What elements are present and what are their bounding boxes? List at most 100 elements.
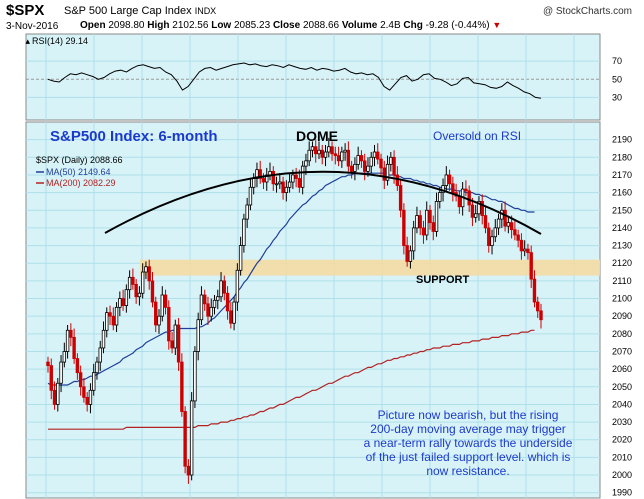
candle-body	[451, 183, 455, 194]
candle	[140, 263, 145, 299]
candle	[196, 312, 200, 361]
y-tick-label: 2120	[612, 258, 632, 268]
candle	[82, 377, 86, 403]
candle-body	[147, 266, 151, 282]
candle-body	[356, 155, 360, 165]
candle	[183, 406, 187, 474]
y-tick-label: 2060	[612, 364, 632, 374]
candle-body	[225, 292, 230, 312]
candle	[336, 146, 341, 167]
candle	[405, 236, 409, 267]
candle	[144, 261, 148, 280]
dome-arc	[104, 170, 542, 235]
candle-body	[98, 347, 102, 363]
candle	[320, 144, 324, 165]
candle-body	[464, 188, 468, 192]
candle-body	[477, 201, 481, 215]
rsi-tick-label: 50	[612, 74, 622, 84]
candle	[206, 296, 210, 326]
candle-body	[287, 181, 292, 188]
candle-body	[111, 315, 115, 326]
candle	[287, 173, 292, 193]
candle-body	[203, 294, 207, 305]
candle-body	[95, 361, 99, 374]
candle	[389, 152, 393, 172]
note-line-1: Picture now bearish, but the rising	[378, 408, 559, 422]
brand-label: @ StockCharts.com	[542, 6, 632, 17]
candle-body	[82, 386, 86, 398]
candle	[108, 305, 112, 326]
candle	[258, 160, 262, 184]
candle-body	[513, 229, 517, 236]
candle	[121, 289, 125, 311]
candle	[114, 302, 119, 333]
candle	[75, 353, 80, 380]
candle	[173, 319, 178, 356]
y-tick-label: 1990	[612, 488, 632, 498]
candle	[52, 381, 57, 410]
rsi-background	[25, 33, 601, 121]
candle	[88, 383, 93, 414]
y-tick-label: 2150	[612, 205, 632, 215]
note-line-5: now resistance.	[426, 464, 509, 478]
candle-body	[359, 155, 364, 162]
y-tick-label: 2110	[612, 276, 631, 286]
candle	[385, 155, 390, 186]
candle-body	[314, 146, 318, 155]
candle-body	[317, 149, 321, 155]
candle	[307, 141, 311, 167]
candle	[493, 219, 497, 243]
candle-body	[101, 329, 106, 349]
candle	[167, 300, 171, 350]
candle-body	[526, 248, 530, 254]
candle	[255, 162, 259, 188]
candle-body	[235, 269, 240, 303]
candle-body	[258, 169, 262, 179]
candle	[124, 284, 129, 313]
price-panel: 1990 2000 2010 2020 2030 2040 2050 2060 2070 2080…	[25, 121, 632, 499]
candle	[327, 137, 331, 158]
candle-body	[438, 192, 442, 202]
y-tick-label: 2070	[612, 346, 632, 356]
candle-body	[176, 324, 181, 363]
candle-body	[78, 372, 83, 388]
candle-body	[222, 280, 227, 294]
candle	[127, 270, 132, 299]
candle	[519, 233, 524, 260]
candle-body	[92, 372, 96, 391]
candle	[193, 346, 197, 408]
candle	[294, 167, 298, 188]
y-tick-label: 2010	[612, 452, 632, 462]
candle-body	[278, 181, 282, 185]
chart-header: $SPX S&P 500 Large Cap Index INDX @ Stoc…	[6, 2, 638, 20]
y-tick-label: 2180	[612, 152, 632, 162]
candle-body	[483, 215, 488, 229]
candle	[274, 176, 279, 193]
candle	[176, 317, 181, 371]
candle-body	[183, 411, 187, 467]
change-value: -9.28 (-0.44%)	[425, 20, 490, 31]
candle	[428, 204, 432, 230]
candle	[212, 294, 217, 315]
candle	[353, 157, 357, 181]
candle-body	[362, 160, 367, 172]
candle-body	[474, 213, 478, 218]
open-value: 2098.80	[108, 20, 145, 31]
candle-body	[88, 389, 93, 405]
candle-body	[160, 294, 164, 317]
candle-body	[108, 312, 112, 317]
candle	[134, 279, 138, 304]
candle	[506, 217, 511, 234]
y-tick-label: 2000	[612, 470, 632, 480]
candle	[474, 204, 478, 223]
index-name: S&P 500 Large Cap Index INDX	[64, 5, 217, 17]
candle	[271, 166, 275, 191]
candle	[203, 289, 207, 311]
candle-body	[49, 365, 53, 391]
legend-ma50: MA(50) 2149.64	[46, 167, 111, 177]
candle	[147, 259, 151, 290]
candle	[137, 286, 142, 306]
support-band	[140, 259, 600, 276]
candle	[248, 178, 253, 211]
candle-body	[284, 186, 289, 194]
